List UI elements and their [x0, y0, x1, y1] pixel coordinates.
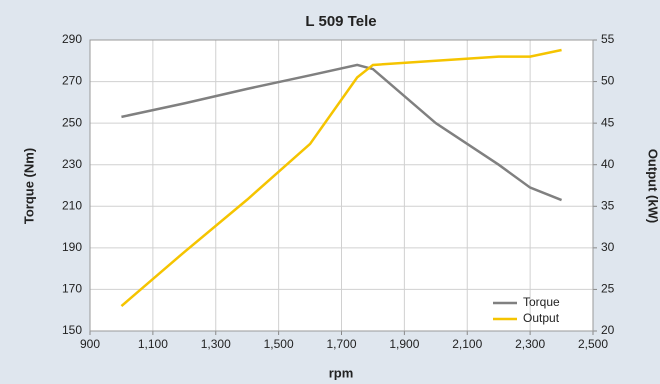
plot-border — [89, 39, 594, 332]
legend-label: Output — [523, 311, 560, 325]
y-tick-label: 190 — [62, 240, 82, 254]
y-tick-label: 150 — [62, 323, 82, 337]
x-tick-label: 1,100 — [138, 337, 168, 351]
y2-tick-label: 40 — [601, 157, 615, 171]
y-tick-label: 170 — [62, 282, 82, 296]
x-tick-label: 2,100 — [452, 337, 482, 351]
x-tick-label: 1,900 — [389, 337, 419, 351]
x-tick-label: 1,300 — [201, 337, 231, 351]
y2-tick-label: 25 — [601, 282, 615, 296]
series-line — [120, 48, 562, 308]
y-tick-label: 290 — [62, 32, 82, 46]
x-tick-label: 2,500 — [578, 337, 608, 351]
x-tick-label: 1,500 — [264, 337, 294, 351]
x-tick-label: 2,300 — [515, 337, 545, 351]
y-tick-label: 210 — [62, 198, 82, 212]
y-tick-label: 230 — [62, 157, 82, 171]
y2-axis-label: Output (kW) — [646, 149, 660, 223]
series-line — [121, 63, 563, 202]
y-axis-label: Torque (Nm) — [21, 148, 36, 224]
y2-tick-label: 35 — [601, 198, 615, 212]
y2-tick-label: 45 — [601, 115, 615, 129]
x-tick-label: 900 — [80, 337, 100, 351]
chart-title: L 509 Tele — [305, 13, 376, 30]
y-tick-label: 250 — [62, 115, 82, 129]
y2-tick-label: 50 — [601, 74, 615, 88]
y2-tick-label: 20 — [601, 323, 615, 337]
x-tick-label: 1,700 — [326, 337, 356, 351]
y-tick-label: 270 — [62, 74, 82, 88]
x-axis-label: rpm — [329, 365, 354, 380]
y2-tick-label: 55 — [601, 32, 615, 46]
legend-label: Torque — [523, 295, 560, 309]
y2-tick-label: 30 — [601, 240, 615, 254]
